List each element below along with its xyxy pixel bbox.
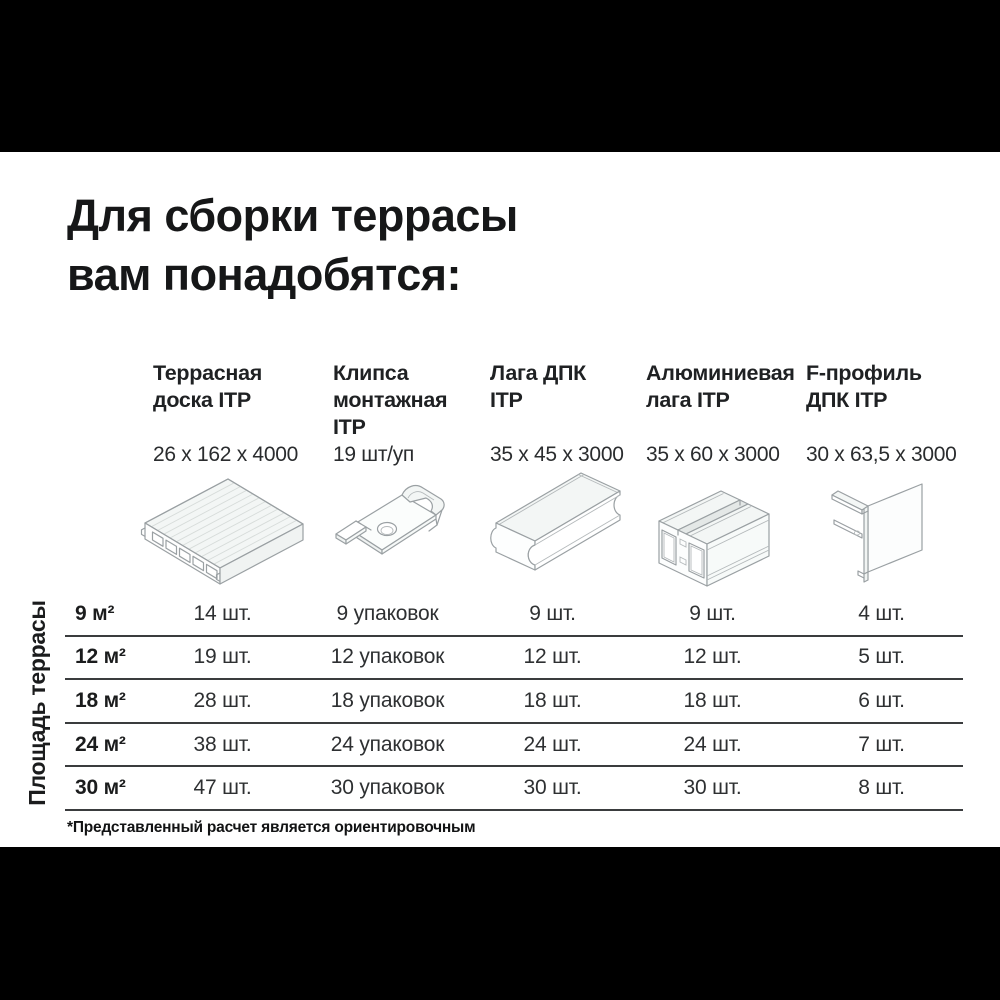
- qty-terrace-board: 14 шт.: [193, 601, 252, 625]
- area-label: 30 м²: [75, 776, 126, 800]
- table-row: 30 м² 47 шт. 30 упаковок 30 шт. 30 шт. 8…: [65, 767, 963, 811]
- quantities-table: 9 м² 14 шт. 9 упаковок 9 шт. 9 шт. 4 шт.…: [65, 593, 963, 811]
- product-name: Клипса монтажная ITP: [333, 361, 448, 439]
- qty-f-profile: 7 шт.: [858, 732, 905, 756]
- product-dimensions: 26 x 162 x 4000: [153, 443, 298, 466]
- terrace-board-icon: [140, 476, 310, 588]
- table-row: 24 м² 38 шт. 24 упаковок 24 шт. 24 шт. 7…: [65, 724, 963, 768]
- mounting-clip-icon: [330, 482, 460, 577]
- qty-f-profile: 6 шт.: [858, 688, 905, 712]
- table-row: 12 м² 19 шт. 12 упаковок 12 шт. 12 шт. 5…: [65, 637, 963, 681]
- area-label: 9 м²: [75, 601, 115, 625]
- qty-terrace-board: 38 шт.: [193, 732, 252, 756]
- qty-mounting-clips: 9 упаковок: [336, 601, 439, 625]
- top-letterbox-bar: [0, 0, 1000, 152]
- page-title-line2: вам понадобятся:: [67, 249, 462, 300]
- product-column-terrace-board: Террасная доска ITP 26 x 162 x 4000: [140, 360, 304, 595]
- aluminum-joist-icon: [645, 465, 795, 590]
- product-column-f-profile: F-профиль ДПК ITP 30 x 63,5 x 3000: [806, 360, 957, 595]
- qty-f-profile: 4 шт.: [858, 601, 905, 625]
- table-row: 18 м² 28 шт. 18 упаковок 18 шт. 18 шт. 6…: [65, 680, 963, 724]
- qty-aluminum-joist: 30 шт.: [683, 776, 742, 800]
- qty-terrace-board: 19 шт.: [193, 645, 252, 669]
- product-dimensions: 30 x 63,5 x 3000: [806, 443, 957, 466]
- page-title: Для сборки террасы вам понадобятся:: [67, 186, 767, 304]
- page-title-line1: Для сборки террасы: [67, 190, 518, 241]
- product-dimensions: 35 x 60 x 3000: [646, 443, 780, 466]
- qty-wpc-joist: 18 шт.: [523, 688, 582, 712]
- qty-wpc-joist: 30 шт.: [523, 776, 582, 800]
- qty-aluminum-joist: 12 шт.: [683, 645, 742, 669]
- product-name: Террасная доска ITP: [153, 361, 262, 412]
- qty-f-profile: 8 шт.: [858, 776, 905, 800]
- table-row: 9 м² 14 шт. 9 упаковок 9 шт. 9 шт. 4 шт.: [65, 593, 963, 637]
- f-profile-icon: [830, 470, 935, 588]
- product-dimensions: 35 x 45 x 3000: [490, 443, 624, 466]
- qty-mounting-clips: 24 упаковок: [330, 732, 445, 756]
- qty-wpc-joist: 12 шт.: [523, 645, 582, 669]
- qty-f-profile: 5 шт.: [858, 645, 905, 669]
- product-name: Алюминиевая лага ITP: [646, 361, 795, 412]
- qty-aluminum-joist: 9 шт.: [689, 601, 736, 625]
- qty-terrace-board: 47 шт.: [193, 776, 252, 800]
- qty-aluminum-joist: 24 шт.: [683, 732, 742, 756]
- qty-mounting-clips: 30 упаковок: [330, 776, 445, 800]
- product-name: Лага ДПК ITP: [490, 361, 586, 412]
- qty-aluminum-joist: 18 шт.: [683, 688, 742, 712]
- bottom-letterbox-bar: [0, 847, 1000, 1000]
- product-column-wpc-joist: Лага ДПК ITP 35 x 45 x 3000: [490, 360, 624, 595]
- footnote: *Представленный расчет является ориентир…: [67, 819, 476, 836]
- area-label: 18 м²: [75, 688, 126, 712]
- qty-mounting-clips: 12 упаковок: [330, 645, 445, 669]
- area-label: 12 м²: [75, 645, 126, 669]
- qty-wpc-joist: 9 шт.: [529, 601, 576, 625]
- area-label: 24 м²: [75, 732, 126, 756]
- product-dimensions: 19 шт/уп: [333, 443, 414, 466]
- product-name: F-профиль ДПК ITP: [806, 361, 922, 412]
- qty-terrace-board: 28 шт.: [193, 688, 252, 712]
- product-column-aluminum-joist: Алюминиевая лага ITP 35 x 60 x 3000: [646, 360, 796, 595]
- qty-mounting-clips: 18 упаковок: [330, 688, 445, 712]
- table-side-label: Площадь террасы: [23, 600, 50, 806]
- wpc-joist-icon: [478, 468, 628, 583]
- qty-wpc-joist: 24 шт.: [523, 732, 582, 756]
- product-column-mounting-clip: Клипса монтажная ITP 19 шт/уп: [333, 360, 473, 595]
